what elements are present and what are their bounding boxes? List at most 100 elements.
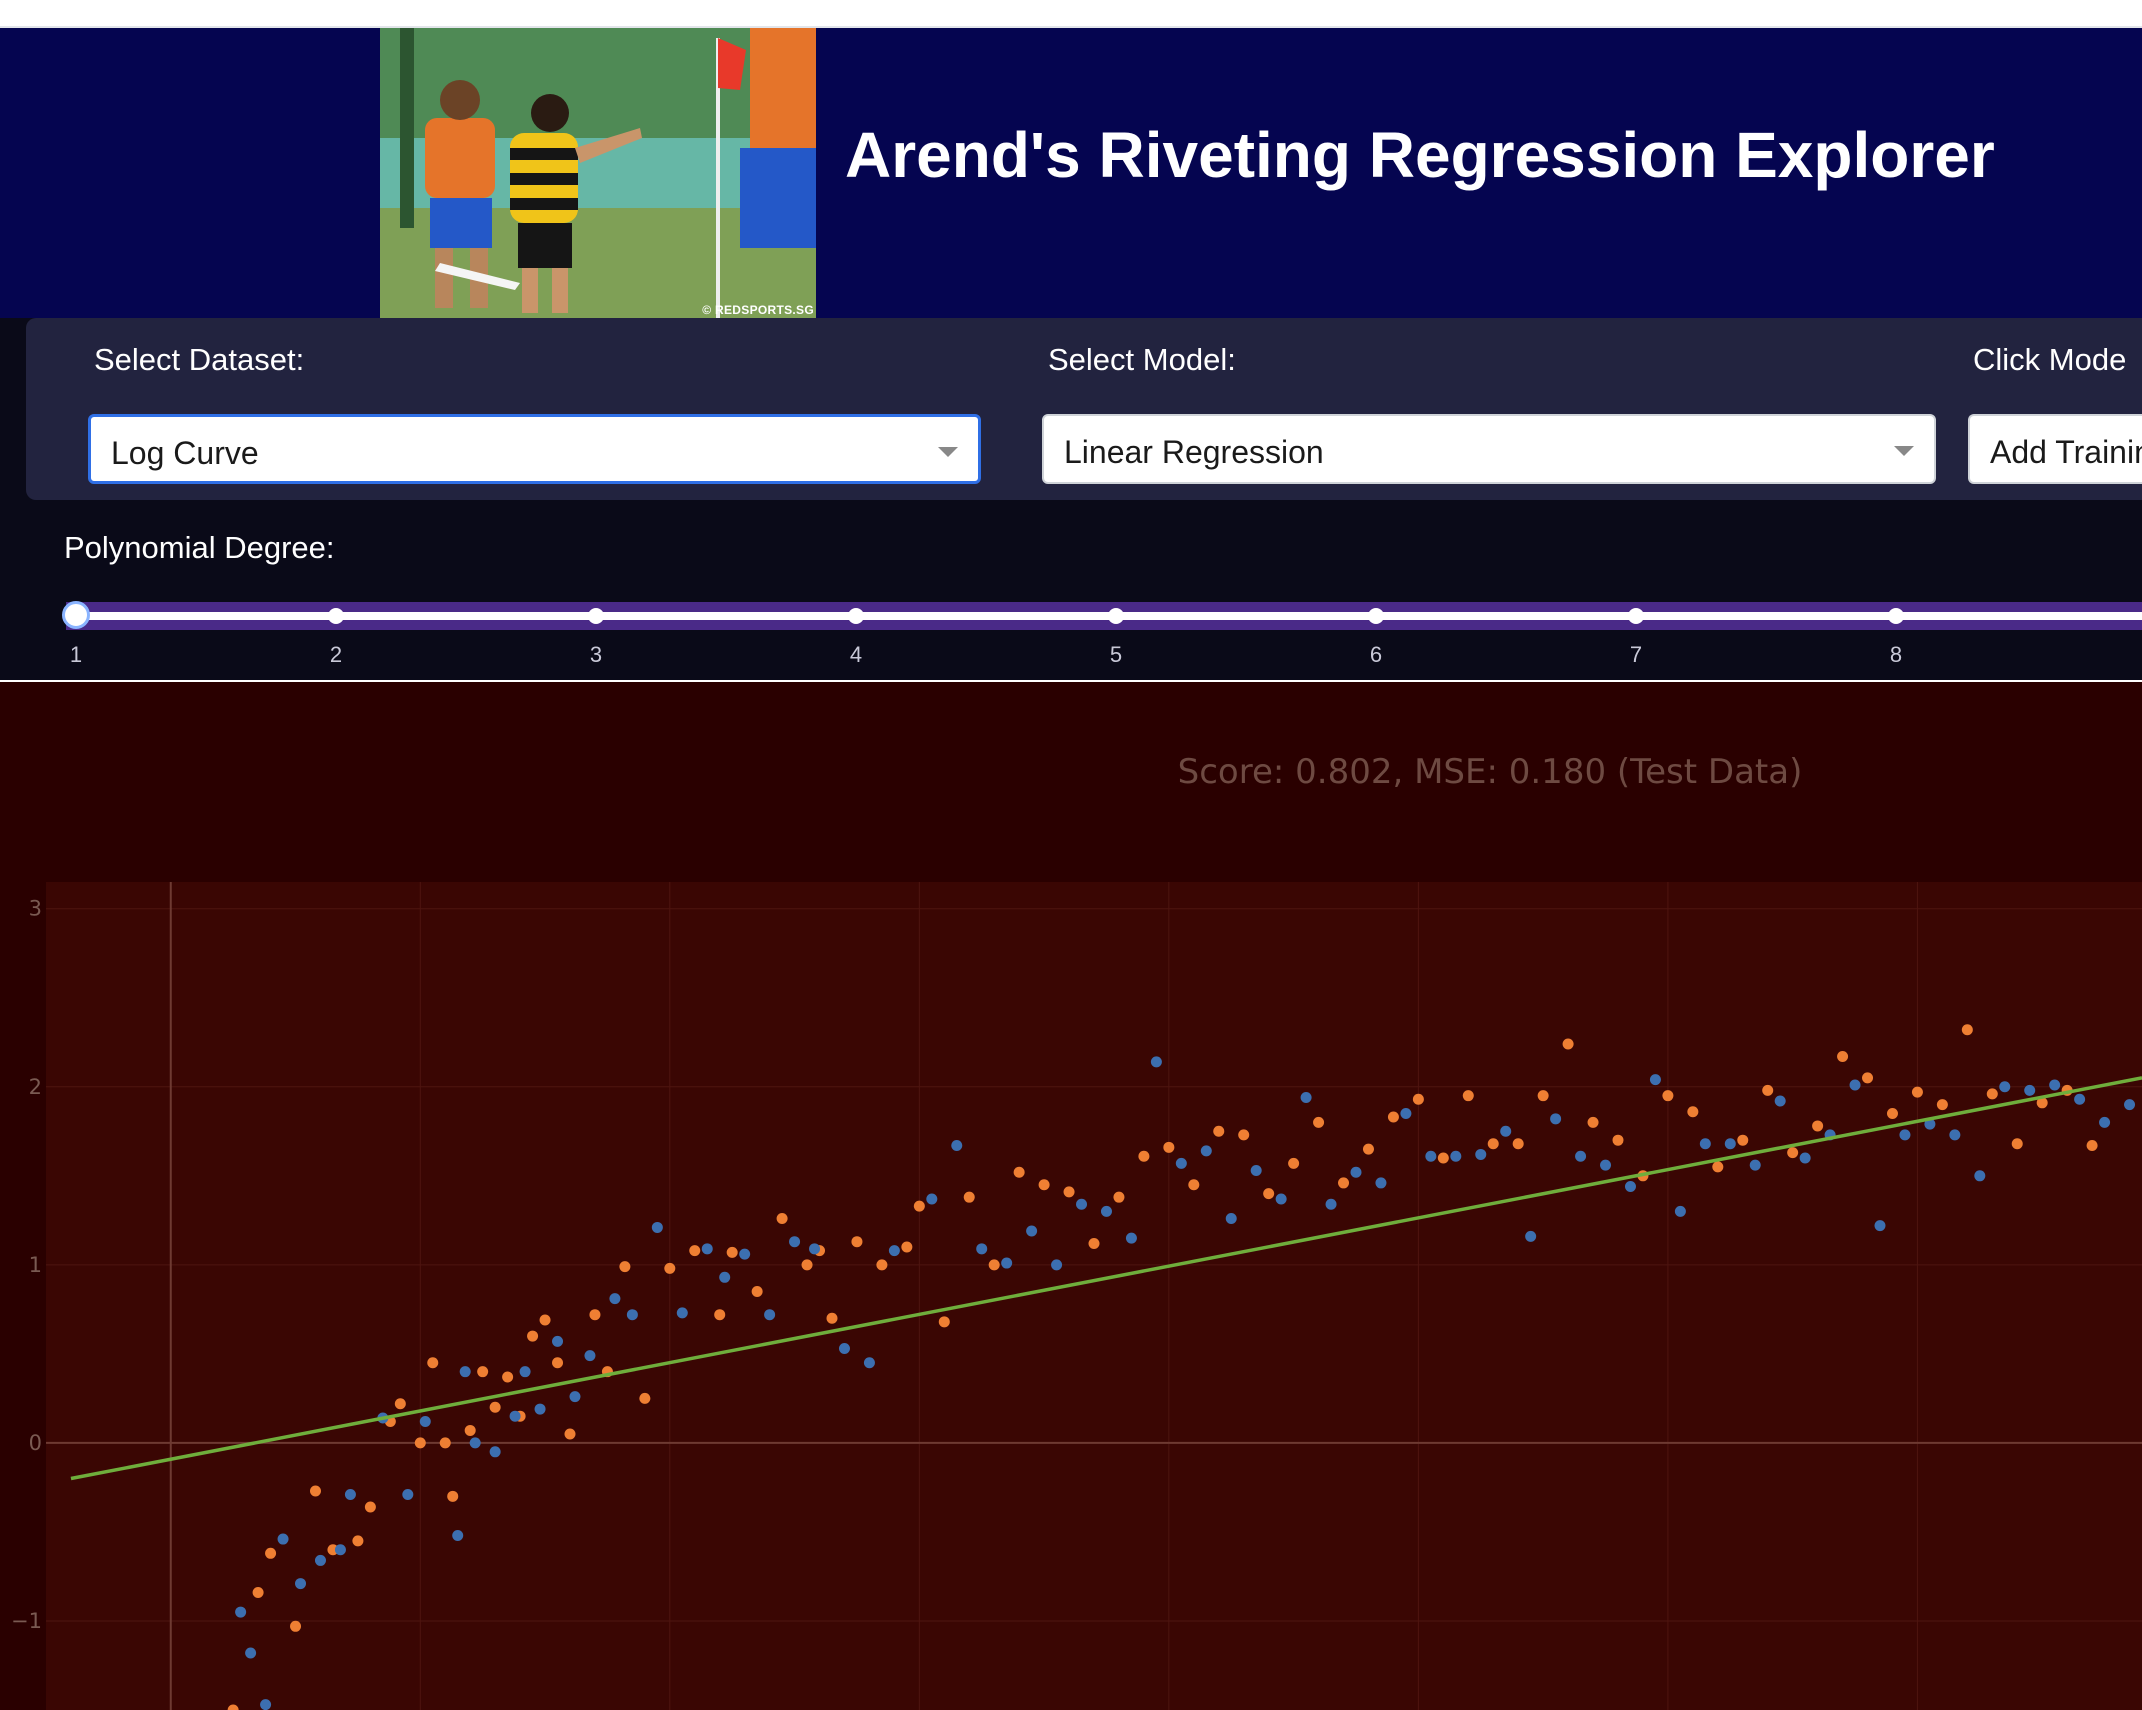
page-title: Arend's Riveting Regression Explorer <box>845 119 1995 191</box>
regression-plot[interactable]: 3 2 1 0 −1 <box>0 682 2142 1710</box>
train-point <box>414 1437 426 1449</box>
test-point <box>1275 1193 1287 1205</box>
test-point <box>419 1416 431 1428</box>
train-point <box>1512 1138 1524 1150</box>
train-point <box>564 1428 576 1440</box>
slider-step-dot[interactable] <box>1108 608 1124 624</box>
train-point <box>1088 1237 1100 1249</box>
train-point <box>464 1424 476 1436</box>
train-point <box>1911 1086 1923 1098</box>
app-header: © REDSPORTS.SG Arend's Riveting Regressi… <box>0 28 2142 318</box>
header-photo: © REDSPORTS.SG <box>380 28 816 318</box>
test-point <box>888 1245 900 1257</box>
test-point <box>1575 1150 1587 1162</box>
test-point <box>569 1391 581 1403</box>
model-select[interactable]: Linear Regression <box>1042 414 1936 484</box>
train-point <box>1812 1120 1824 1132</box>
test-point <box>1375 1177 1387 1189</box>
chevron-down-icon <box>938 447 958 457</box>
test-point <box>1649 1074 1661 1086</box>
test-point <box>584 1350 596 1362</box>
train-point <box>2086 1140 2098 1152</box>
test-point <box>1175 1157 1187 1169</box>
test-point <box>764 1309 776 1321</box>
train-point <box>1338 1177 1350 1189</box>
train-point <box>1213 1125 1225 1137</box>
slider-mark-label: 6 <box>1369 642 1383 667</box>
train-point <box>901 1241 913 1253</box>
test-point <box>489 1446 501 1458</box>
slider-step-dot[interactable] <box>588 608 604 624</box>
train-point <box>689 1245 701 1257</box>
test-point <box>1924 1118 1936 1130</box>
slider-mark-label: 3 <box>589 642 603 667</box>
test-point <box>2074 1093 2086 1105</box>
test-point <box>519 1366 531 1378</box>
test-point <box>344 1489 356 1501</box>
slider-mark-label: 4 <box>849 642 863 667</box>
test-point <box>1949 1129 1961 1141</box>
slider-step-dot[interactable] <box>1888 608 1904 624</box>
train-point <box>988 1259 1000 1271</box>
train-point <box>1837 1051 1849 1063</box>
train-point <box>1038 1179 1050 1191</box>
test-point <box>676 1307 688 1319</box>
test-point <box>245 1647 257 1659</box>
test-point <box>1300 1091 1312 1103</box>
test-point <box>534 1403 546 1415</box>
train-point <box>2011 1138 2023 1150</box>
test-point <box>809 1243 821 1255</box>
train-point <box>290 1620 302 1632</box>
model-select-value: Linear Regression <box>1064 434 1324 470</box>
test-point <box>2099 1116 2111 1128</box>
train-point <box>726 1246 738 1258</box>
train-point <box>477 1366 489 1378</box>
test-point <box>838 1343 850 1355</box>
test-point <box>295 1578 307 1590</box>
test-point <box>1600 1159 1612 1171</box>
test-point <box>976 1243 988 1255</box>
test-point <box>1150 1056 1162 1068</box>
train-point <box>1288 1157 1300 1169</box>
train-point <box>1013 1166 1025 1178</box>
degree-slider-handle[interactable] <box>62 601 90 629</box>
click-mode-label: Click Mode <box>1973 342 2127 377</box>
rugby-referee-photo <box>380 28 816 318</box>
train-point <box>252 1586 264 1598</box>
test-point <box>1999 1081 2011 1093</box>
slider-step-dot[interactable] <box>1368 608 1384 624</box>
train-point <box>1412 1093 1424 1105</box>
train-point <box>1437 1152 1449 1164</box>
test-point <box>1250 1164 1262 1176</box>
test-point <box>1799 1152 1811 1164</box>
train-point <box>801 1259 813 1271</box>
slider-step-dot[interactable] <box>848 608 864 624</box>
train-point <box>1238 1129 1250 1141</box>
test-point <box>552 1335 564 1347</box>
test-point <box>2124 1099 2136 1111</box>
train-point <box>1961 1024 1973 1036</box>
train-point <box>427 1357 439 1369</box>
photo-credit: © REDSPORTS.SG <box>702 303 814 317</box>
train-point <box>938 1316 950 1328</box>
train-point <box>1737 1134 1749 1146</box>
click-mode-select[interactable]: Add Trainin <box>1968 414 2142 484</box>
test-point <box>1051 1259 1063 1271</box>
train-point <box>1662 1090 1674 1102</box>
slider-step-dot[interactable] <box>328 608 344 624</box>
train-point <box>1313 1116 1325 1128</box>
test-point <box>1125 1232 1137 1244</box>
test-point <box>609 1293 621 1305</box>
regression-fit-line <box>70 1076 2142 1481</box>
train-point <box>364 1501 376 1513</box>
train-point <box>539 1314 551 1326</box>
train-point <box>664 1262 676 1274</box>
test-point <box>1350 1166 1362 1178</box>
slider-step-dot[interactable] <box>1628 608 1644 624</box>
test-point <box>2049 1079 2061 1091</box>
test-point <box>1026 1225 1038 1237</box>
train-point <box>826 1312 838 1324</box>
train-point <box>776 1213 788 1225</box>
dataset-select[interactable]: Log Curve <box>88 414 981 484</box>
test-point <box>1724 1138 1736 1150</box>
